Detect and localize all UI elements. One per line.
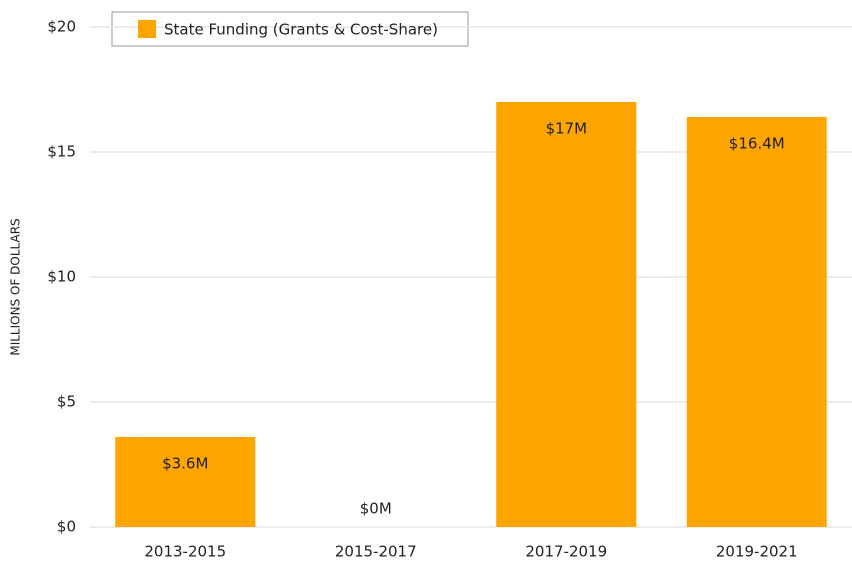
x-tick-label: 2017-2019: [525, 543, 607, 561]
data-label: $16.4M: [729, 135, 785, 153]
legend-label: State Funding (Grants & Cost-Share): [164, 21, 438, 39]
y-tick-label: $10: [47, 268, 76, 286]
data-label: $0M: [360, 500, 392, 518]
bar: [115, 437, 256, 527]
data-label: $3.6M: [162, 455, 208, 473]
bar: [496, 102, 637, 527]
legend-box: [111, 11, 469, 47]
y-tick-label: $15: [47, 143, 76, 161]
y-tick-label: $5: [57, 393, 76, 411]
y-tick-label: $0: [57, 518, 76, 536]
x-tick-label: 2019-2021: [716, 543, 798, 561]
y-tick-label: $20: [47, 18, 76, 36]
y-axis-label: MILLIONS OF DOLLARS: [9, 218, 23, 355]
legend-swatch: [138, 20, 156, 38]
bar: [686, 117, 827, 527]
x-tick-label: 2015-2017: [335, 543, 417, 561]
data-label: $17M: [545, 120, 587, 138]
x-tick-label: 2013-2015: [144, 543, 226, 561]
